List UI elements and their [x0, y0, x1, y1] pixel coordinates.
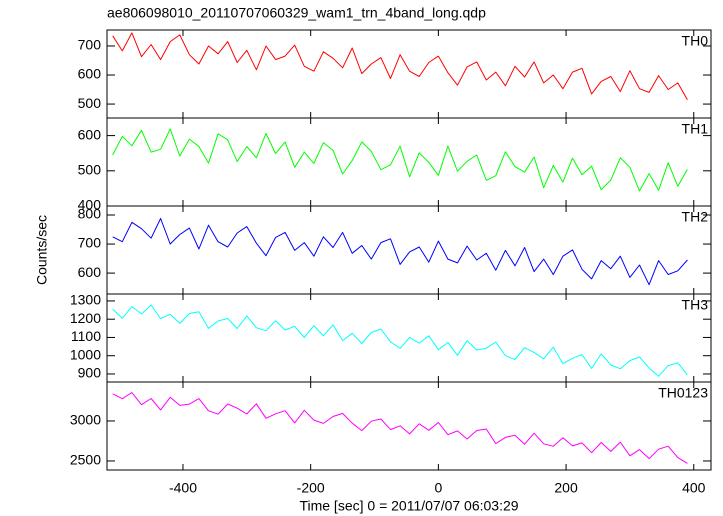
panel-frame [106, 117, 712, 207]
chart-title: ae806098010_20110707060329_wam1_trn_4ban… [107, 5, 486, 21]
x-axis-label: Time [sec] 0 = 2011/07/07 06:03:29 [299, 498, 518, 514]
panel-label: TH3 [682, 297, 709, 313]
panel-label: TH0 [682, 33, 709, 49]
x-tick-label: 0 [434, 480, 442, 496]
series-line [112, 392, 688, 464]
x-tick-label: -200 [297, 480, 325, 496]
y-axis-label: Counts/sec [34, 215, 50, 285]
series-line [112, 128, 688, 192]
y-tick-label: 1300 [70, 292, 101, 308]
panel-frame [106, 205, 712, 295]
series-line [112, 32, 688, 100]
y-tick-label: 600 [78, 66, 102, 82]
y-tick-label: 1000 [70, 346, 101, 362]
y-tick-label: 1100 [71, 328, 101, 344]
x-tick-label: -400 [169, 480, 197, 496]
y-tick-label: 500 [78, 162, 102, 178]
y-tick-label: 600 [78, 264, 102, 280]
y-tick-label: 1200 [70, 310, 101, 326]
series-line [112, 218, 688, 286]
panel-label: TH2 [682, 209, 709, 225]
y-tick-label: 400 [78, 197, 102, 213]
panel-frame [106, 29, 712, 119]
series-line [112, 304, 688, 377]
x-tick-label: 200 [554, 480, 578, 496]
x-tick-label: 400 [682, 480, 706, 496]
y-tick-label: 2500 [70, 452, 101, 468]
y-tick-label: 700 [78, 235, 102, 251]
panel-label: TH0123 [658, 385, 708, 401]
y-tick-label: 700 [78, 37, 102, 53]
y-tick-label: 900 [78, 365, 102, 381]
y-tick-label: 500 [78, 95, 102, 111]
panel-label: TH1 [682, 121, 709, 137]
y-tick-label: 600 [78, 126, 102, 142]
y-tick-label: 3000 [70, 412, 101, 428]
y-tick-label: 800 [78, 206, 102, 222]
panel-frame [106, 381, 712, 471]
